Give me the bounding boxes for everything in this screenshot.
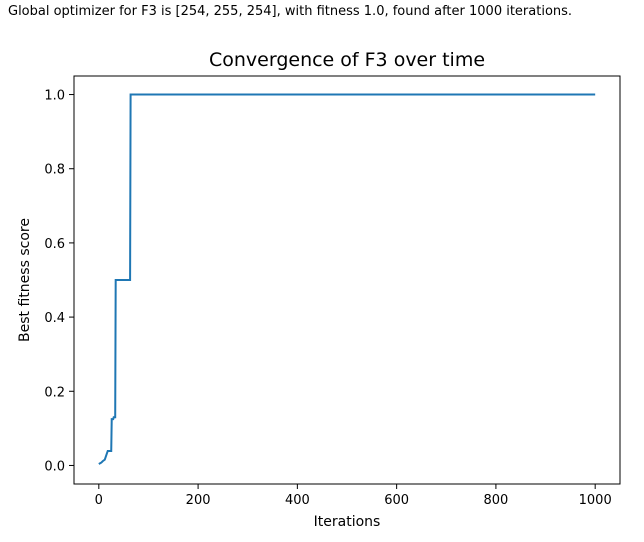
x-tick-label-0: 0: [95, 493, 103, 508]
plot-area: 0 200 400 600 800 1000 0.0 0.2 0.4 0.6 0.8 1.0: [44, 75, 621, 508]
y-axis-label: Best fitness score: [17, 218, 33, 342]
x-tick-label-400: 400: [285, 493, 310, 508]
x-tick-label-200: 200: [186, 493, 211, 508]
x-tick-label-800: 800: [483, 493, 508, 508]
plot-frame: [73, 75, 621, 485]
y-tick-label-0.6: 0.6: [44, 237, 65, 252]
y-tick-label-0.4: 0.4: [44, 311, 65, 326]
chart-title: Convergence of F3 over time: [209, 49, 485, 71]
output-text: Global optimizer for F3 is [254, 255, 25…: [8, 4, 573, 19]
x-tick-label-600: 600: [384, 493, 409, 508]
x-tick-label-1000: 1000: [579, 493, 612, 508]
y-tick-label-0.8: 0.8: [44, 163, 65, 178]
y-tick-label-0.2: 0.2: [44, 385, 65, 400]
y-tick-label-1: 1.0: [44, 89, 65, 104]
y-tick-label-0: 0.0: [44, 459, 65, 474]
x-axis-label: Iterations: [314, 514, 381, 530]
series-line-0: [98, 93, 596, 465]
